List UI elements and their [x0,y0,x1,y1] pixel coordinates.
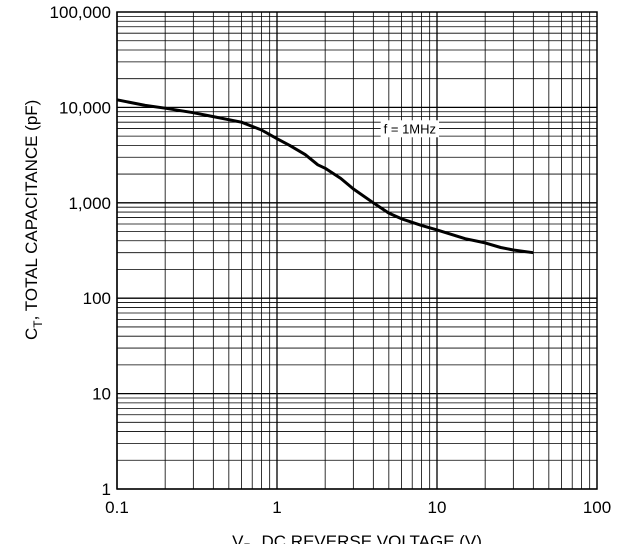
x-axis-title: VR, DC REVERSE VOLTAGE (V) [232,532,482,544]
y-tick-label: 1,000 [68,194,111,213]
y-tick-label: 10,000 [59,98,111,117]
y-tick-label: 100 [83,289,111,308]
y-tick-label: 1 [102,480,111,499]
y-tick-label: 10 [92,385,111,404]
plot-frame [116,11,598,490]
capacitance-curve [116,98,534,255]
x-tick-label: 10 [428,498,447,517]
frequency-annotation: f = 1MHz [380,120,440,138]
y-axis-title: CT, TOTAL CAPACITANCE (pF) [22,100,45,340]
frequency-label: f = 1MHz [384,121,436,136]
x-tick-label: 0.1 [105,498,129,517]
x-tick-label: 100 [583,498,611,517]
grid-lines [116,12,597,490]
y-tick-label: 100,000 [50,3,111,22]
x-tick-label: 1 [272,498,281,517]
